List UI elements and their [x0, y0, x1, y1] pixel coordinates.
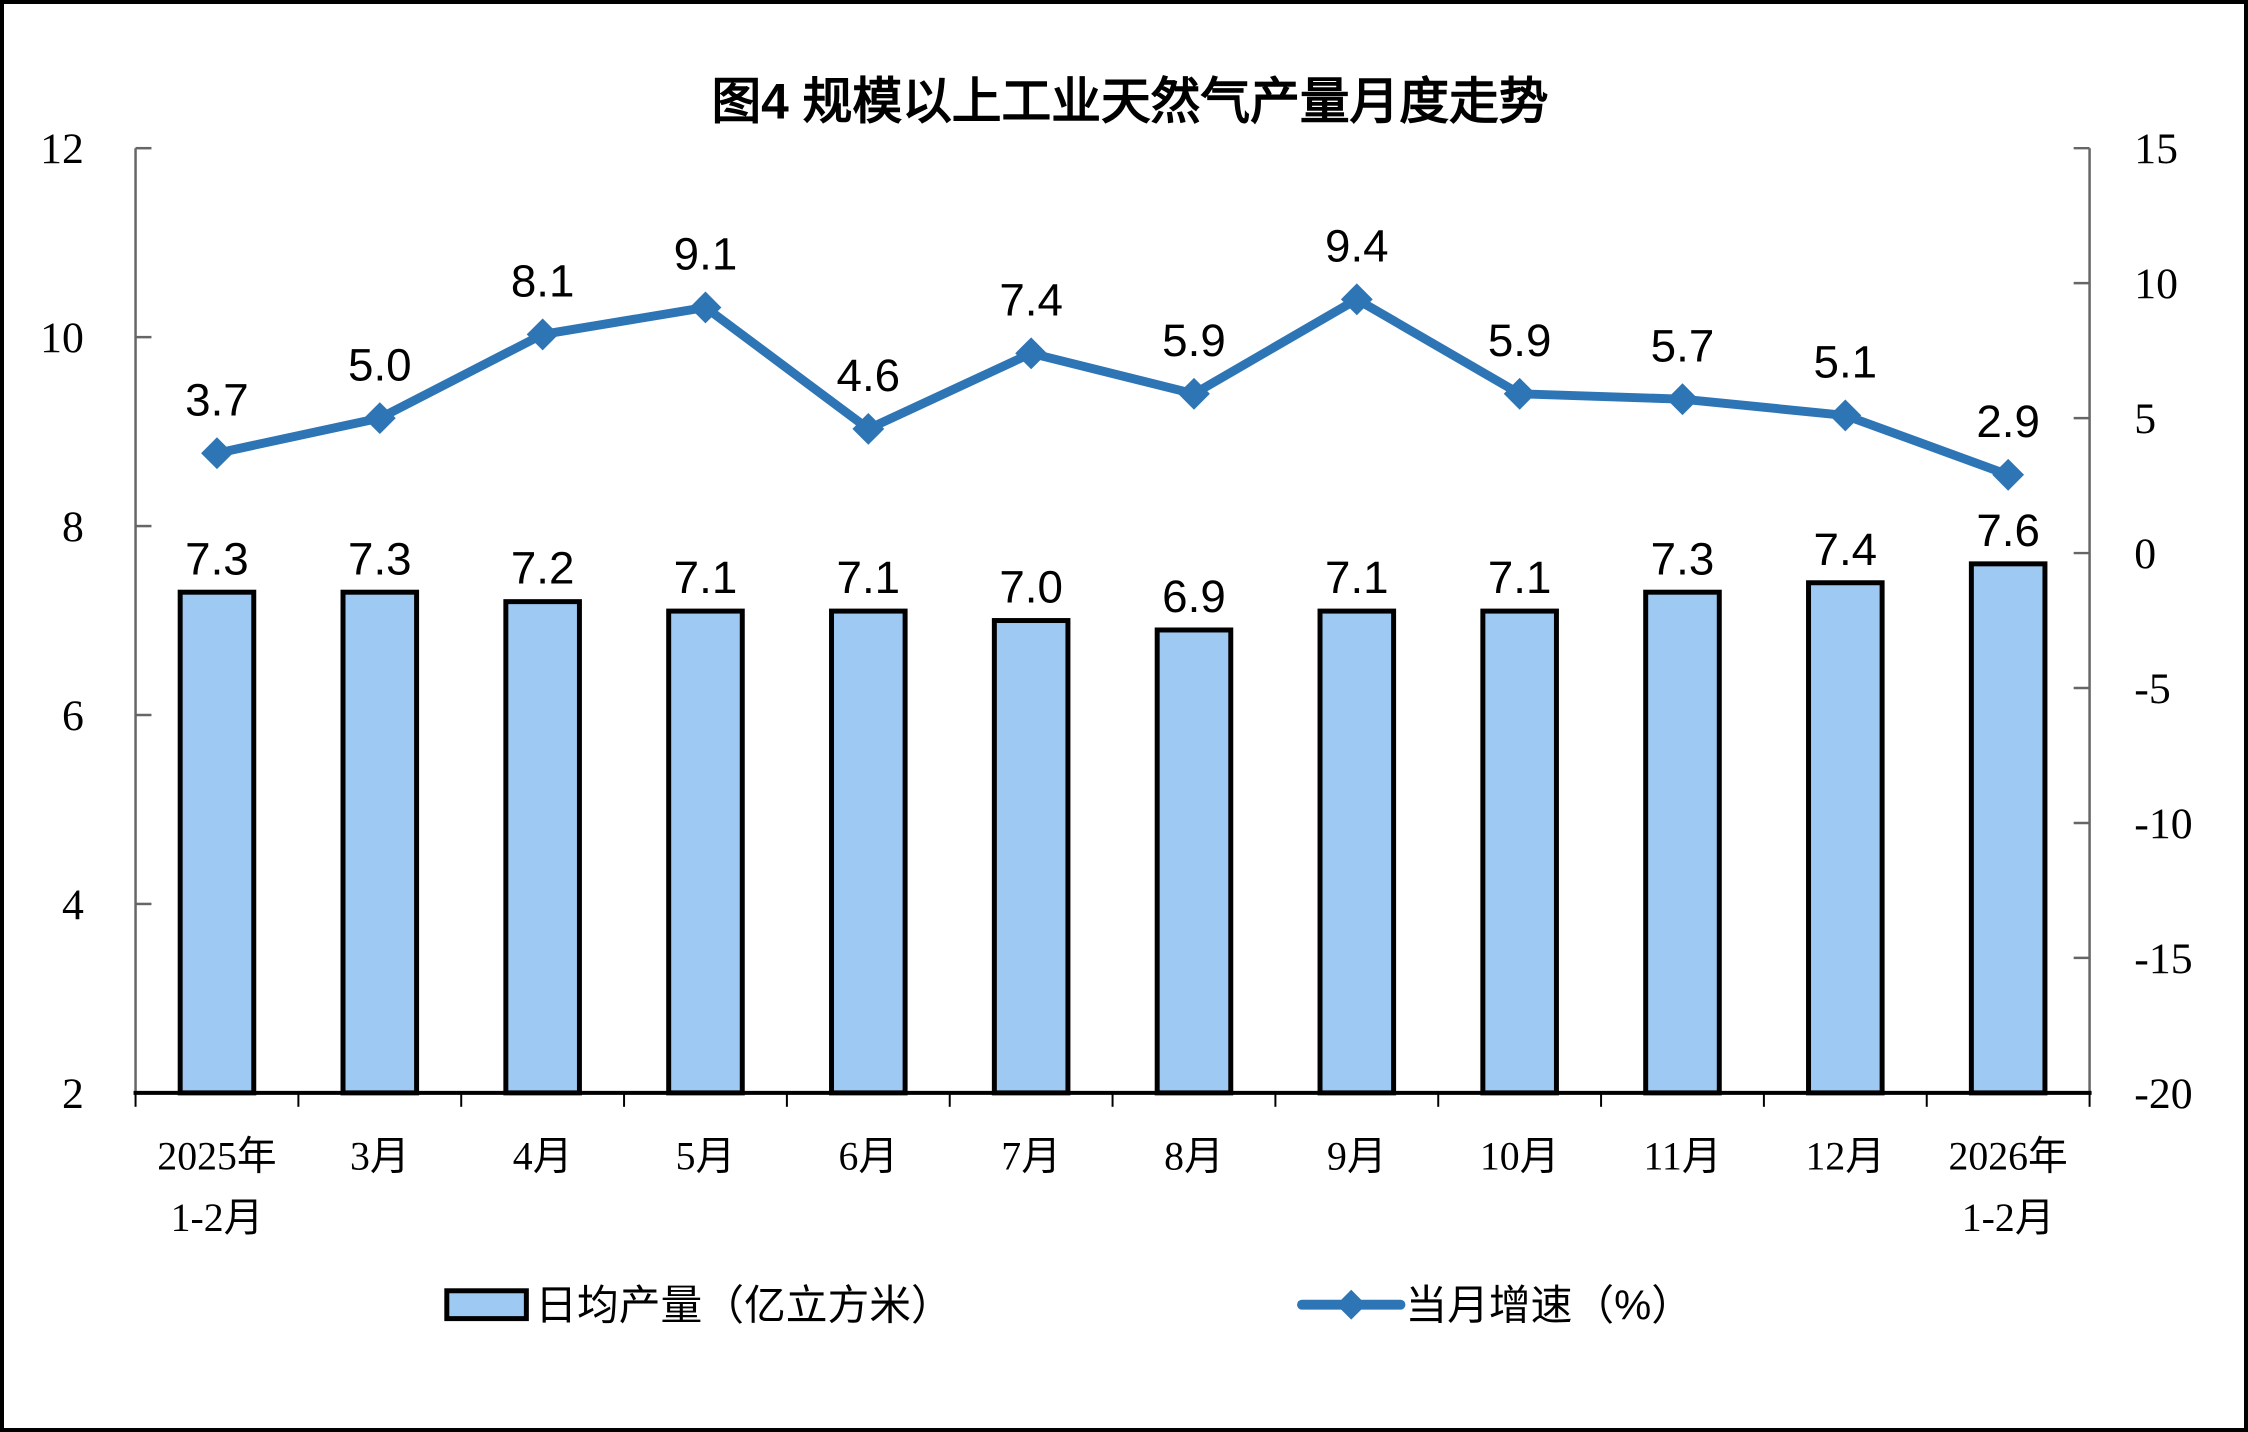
- bar-series-group: [177, 561, 2048, 1096]
- line-marker-diamond: [1992, 458, 2025, 491]
- line-marker-diamond: [363, 402, 396, 435]
- right-axis-tick-label: -20: [2134, 1070, 2192, 1118]
- trend-line: [212, 294, 2013, 480]
- bar: [1317, 608, 1397, 1096]
- right-axis-tick-label: -15: [2134, 935, 2192, 983]
- axes-group: [133, 146, 2092, 1107]
- right-axis-tick-label: 15: [2134, 125, 2178, 173]
- line-data-label: 5.9: [1162, 315, 1226, 366]
- left-axis-tick-label: 2: [62, 1070, 84, 1118]
- x-axis-category-label: 10月: [1480, 1134, 1560, 1178]
- line-series-group: [201, 283, 2025, 491]
- x-axis-category-label: 4月: [513, 1134, 573, 1178]
- line-data-label: 4.6: [837, 350, 901, 401]
- legend-bar-label: 日均产量（亿立方米）: [535, 1282, 953, 1329]
- bar: [1154, 627, 1234, 1096]
- bar: [666, 608, 745, 1096]
- line-marker-diamond: [201, 437, 233, 470]
- legend: [444, 1288, 1406, 1322]
- bar-data-label: 7.3: [1651, 533, 1715, 584]
- line-data-label: 7.4: [999, 275, 1063, 326]
- bar-data-label: 7.1: [1325, 552, 1389, 603]
- bar: [177, 589, 257, 1096]
- line-marker-diamond: [1015, 337, 1048, 370]
- legend-line-marker-diamond: [1336, 1289, 1367, 1320]
- bar-data-label: 7.0: [999, 562, 1063, 613]
- right-axis-tick-label: 0: [2134, 530, 2156, 578]
- right-axis-tick-label: -10: [2134, 800, 2192, 848]
- bar-data-label: 7.1: [837, 552, 901, 603]
- bar-data-label: 7.3: [348, 533, 412, 584]
- x-axis-category-label: 6月: [838, 1134, 898, 1178]
- bar: [991, 618, 1071, 1096]
- bar: [1643, 589, 1722, 1096]
- left-axis-tick-label: 6: [62, 692, 84, 740]
- line-data-label: 9.1: [674, 229, 738, 280]
- bar-data-label: 6.9: [1162, 571, 1226, 622]
- line-data-label: 5.0: [348, 339, 412, 390]
- left-axis-tick-label: 10: [40, 314, 84, 362]
- bar: [1480, 608, 1559, 1096]
- line-data-label: 5.1: [1814, 337, 1878, 388]
- bar: [1806, 580, 1885, 1096]
- line-data-label: 5.9: [1488, 315, 1552, 366]
- bar-data-label: 7.1: [1488, 552, 1552, 603]
- bar: [503, 599, 582, 1096]
- legend-line-label: 当月增速（%）: [1405, 1282, 1693, 1329]
- bar: [340, 589, 420, 1096]
- line-marker-diamond: [526, 318, 559, 351]
- line-marker-diamond: [689, 291, 722, 324]
- x-axis-category-label: 9月: [1327, 1134, 1387, 1178]
- x-axis-category-label: 11月: [1643, 1134, 1721, 1178]
- x-axis-category-label: 2026年: [1949, 1134, 2068, 1178]
- x-axis-category-label: 1-2月: [171, 1196, 264, 1240]
- bar: [829, 608, 908, 1096]
- x-axis-category-label: 2025年: [157, 1134, 276, 1178]
- bar-data-label: 7.4: [1814, 524, 1878, 575]
- chart-title: 图4 规模以上工业天然气产量月度走势: [711, 73, 1548, 129]
- x-axis-category-label: 12月: [1806, 1134, 1886, 1178]
- x-axis-category-label: 7月: [1001, 1134, 1061, 1178]
- left-axis-tick-label: 12: [40, 125, 84, 173]
- left-axis-tick-label: 4: [62, 881, 84, 929]
- line-data-label: 2.9: [1976, 396, 2040, 447]
- line-marker-diamond: [1340, 283, 1373, 316]
- right-axis-tick-label: 10: [2134, 260, 2178, 308]
- line-marker-diamond: [1666, 383, 1699, 416]
- bar-data-label: 7.2: [511, 543, 575, 594]
- line-data-label: 5.7: [1651, 320, 1715, 371]
- x-axis-category-label: 1-2月: [1962, 1196, 2055, 1240]
- chart-svg: 图4 规模以上工业天然气产量月度走势 12 10 8 6 4 2 15 10 5 0 -5 -10 -15…: [40, 73, 2193, 1329]
- line-data-label: 8.1: [511, 256, 575, 307]
- right-axis-tick-label: 5: [2134, 395, 2156, 443]
- right-axis-tick-label: -5: [2134, 665, 2170, 713]
- left-axis-tick-label: 8: [62, 503, 84, 551]
- bar-data-label: 7.3: [185, 533, 249, 584]
- x-axis-category-label: 5月: [676, 1134, 736, 1178]
- x-axis-category-label: 8月: [1164, 1134, 1224, 1178]
- line-data-label: 9.4: [1325, 221, 1389, 272]
- bar: [1968, 561, 2048, 1096]
- line-data-label: 3.7: [185, 374, 249, 425]
- x-axis-category-label: 3月: [350, 1134, 410, 1178]
- legend-bar-swatch: [444, 1288, 529, 1322]
- bar-data-label: 7.6: [1976, 505, 2040, 556]
- line-marker-diamond: [1829, 399, 1862, 432]
- bar-data-label: 7.1: [674, 552, 738, 603]
